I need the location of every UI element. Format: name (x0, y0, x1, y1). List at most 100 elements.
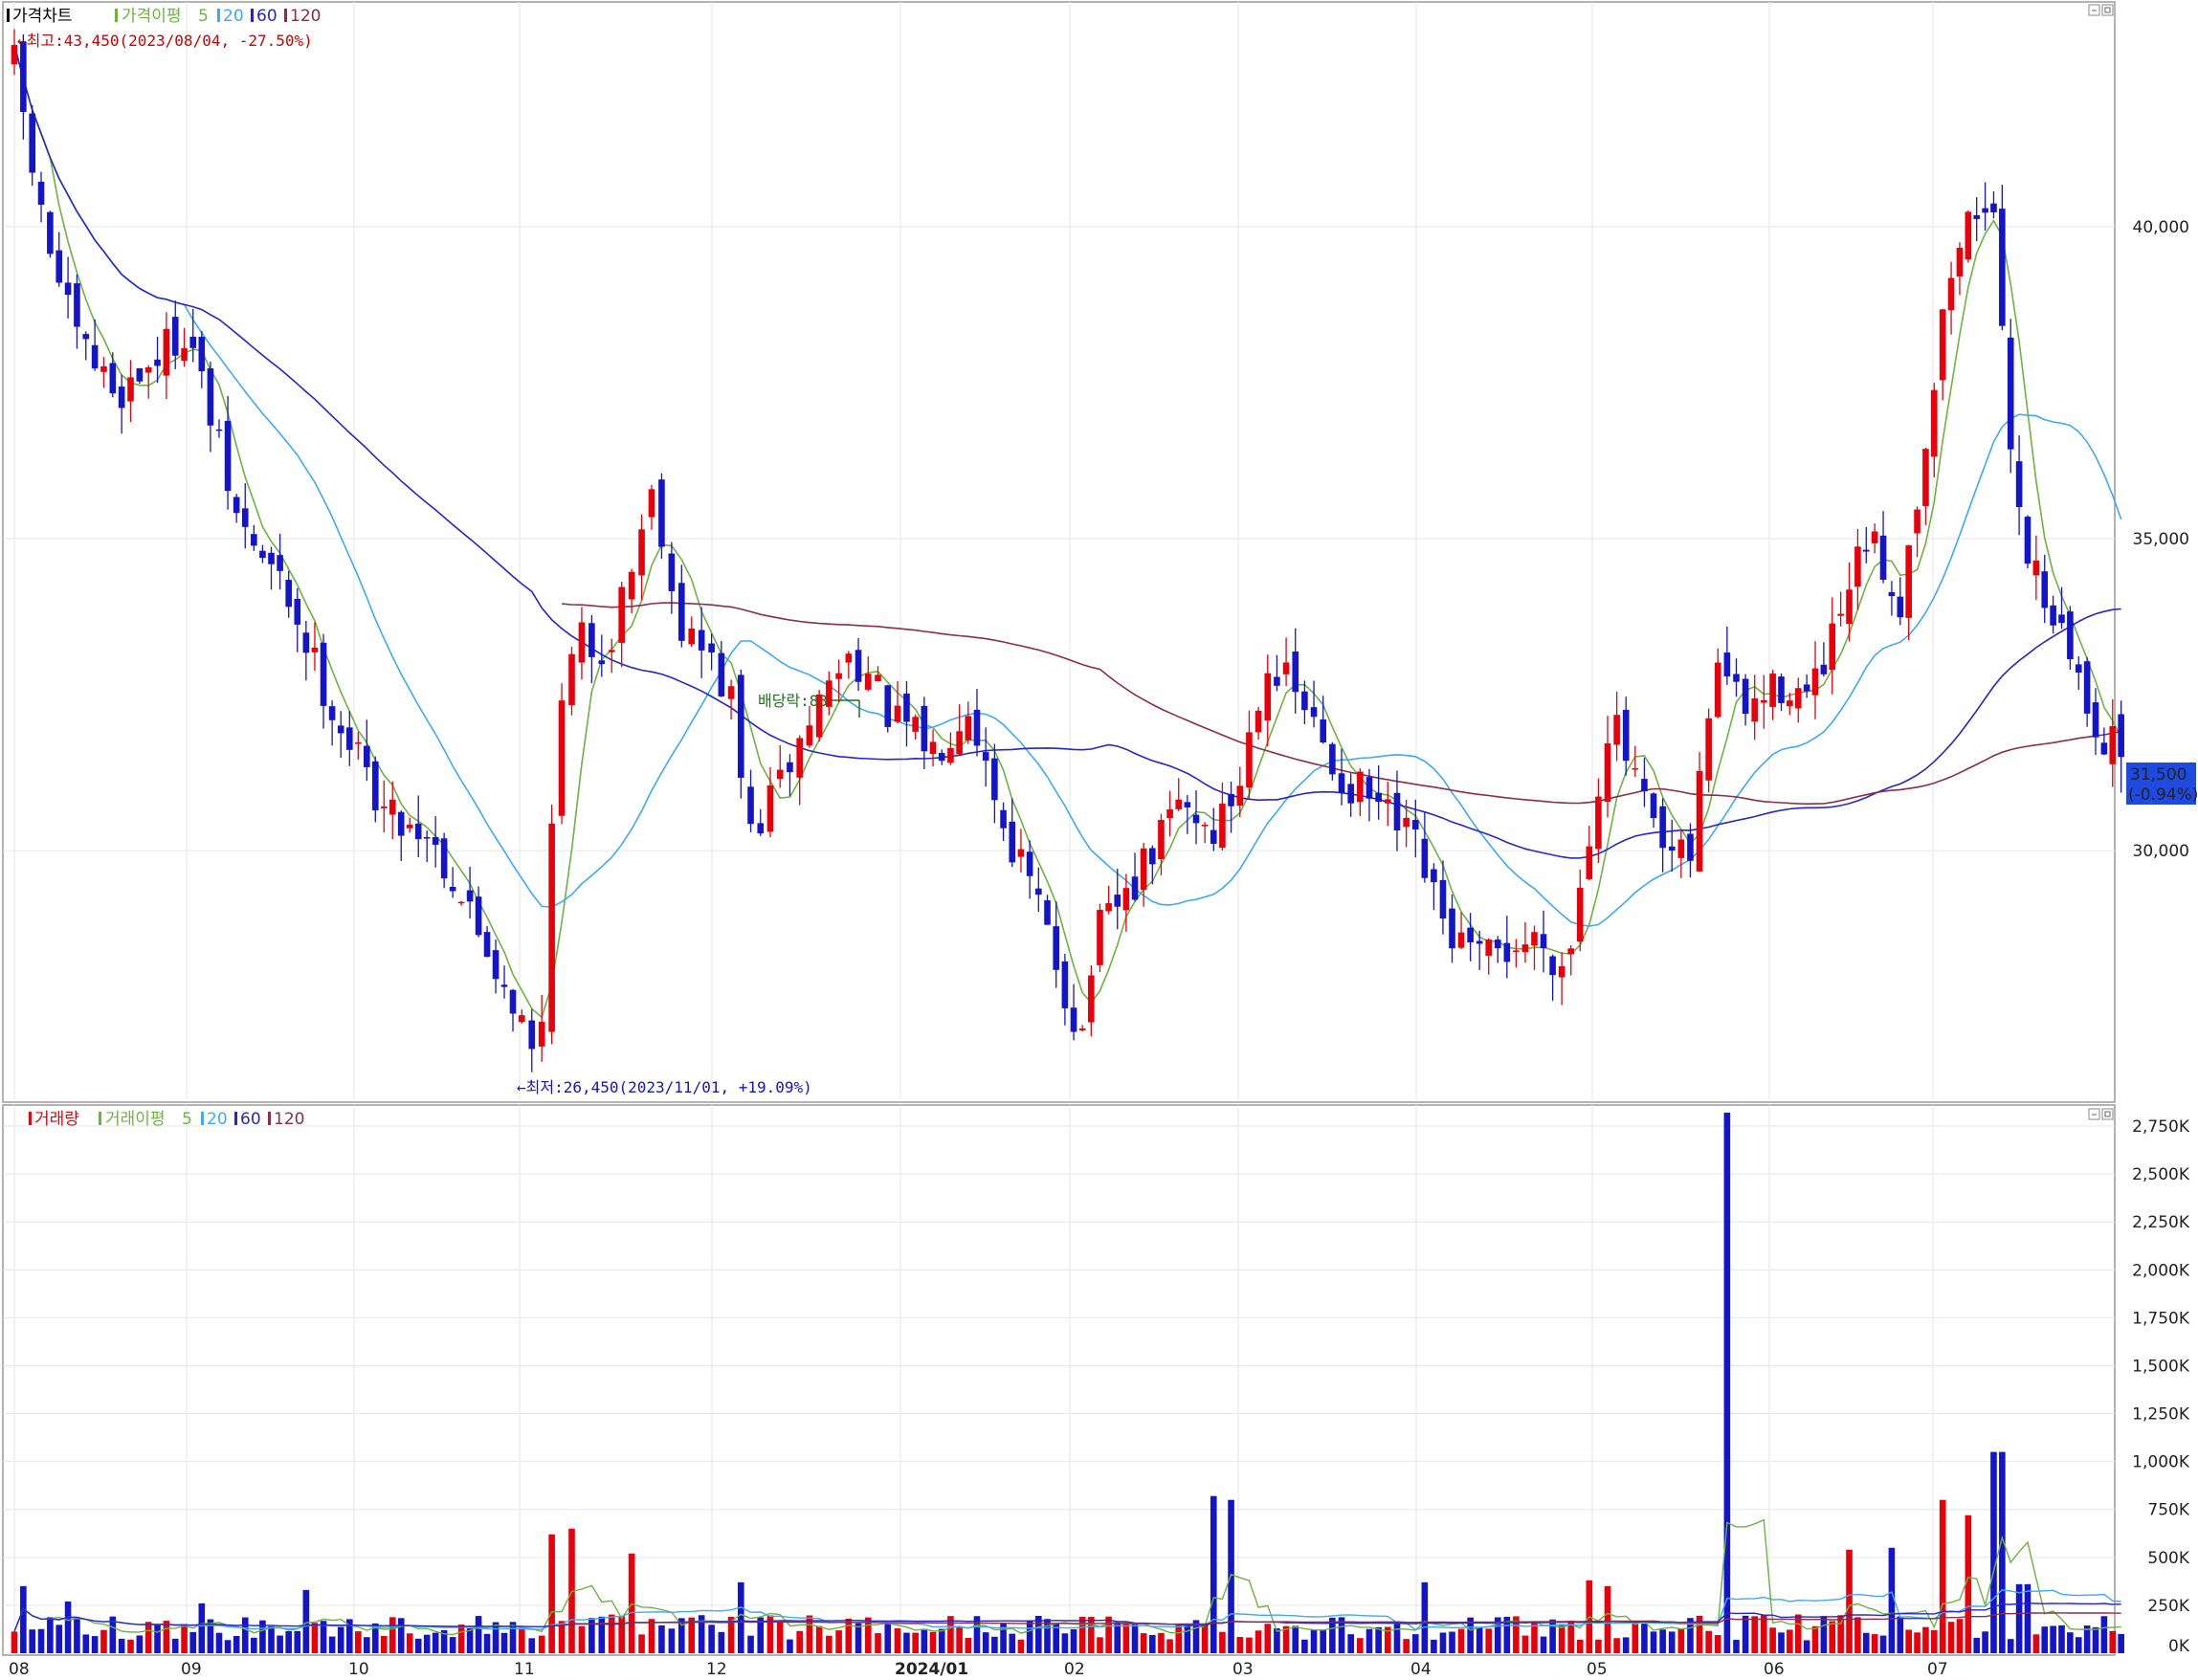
candle-body (364, 745, 370, 767)
volume-panel-maximize-button[interactable] (2101, 1108, 2114, 1120)
volume-bar (1846, 1549, 1853, 1653)
candle-body (1742, 678, 1749, 715)
volume-bar (311, 1623, 319, 1653)
price-legend-ma5[interactable]: 5 (198, 7, 209, 26)
candle-body (2007, 337, 2014, 450)
volume-bar (558, 1621, 566, 1653)
volume-bar (835, 1630, 842, 1653)
volume-legend-ma60[interactable]: 60 (240, 1110, 261, 1129)
low-price-annotation: ←최저:26,450(2023/11/01, +19.09%) (517, 1078, 812, 1096)
candle-body (1385, 799, 1391, 804)
candle-body (1347, 784, 1354, 804)
candle-body (449, 886, 456, 892)
candle-body (1393, 792, 1401, 831)
volume-legend-title[interactable]: 거래량 (34, 1110, 79, 1129)
volume-legend-avg-label[interactable]: 거래이평 (105, 1110, 166, 1129)
candle-body (380, 806, 388, 808)
volume-panel-frame (2, 1104, 2116, 1656)
candle-body (311, 647, 319, 652)
candle-body (1567, 948, 1575, 955)
candle-body (1973, 215, 1981, 219)
candle-body (1794, 688, 1802, 709)
volume-bar (500, 1632, 508, 1653)
volume-bar (224, 1640, 232, 1653)
candle-body (1586, 846, 1593, 879)
volume-bar (1854, 1617, 1861, 1653)
volume-bar (100, 1629, 107, 1653)
candle-body (538, 1022, 545, 1047)
volume-bar (1595, 1639, 1602, 1653)
volume-bar (294, 1630, 301, 1653)
candle-body (1687, 833, 1694, 861)
volume-bar (11, 1631, 18, 1653)
candle-body (1622, 709, 1630, 762)
candle-body (929, 741, 937, 754)
candle-body (56, 250, 63, 283)
candle-body (337, 725, 344, 734)
volume-bar (1641, 1624, 1648, 1653)
volume-bar (2075, 1637, 2082, 1653)
legend-swatch-volume (29, 1112, 32, 1125)
candle-body (921, 705, 928, 752)
price-panel-maximize-button[interactable] (2101, 4, 2114, 16)
volume-bar (1794, 1614, 1802, 1653)
volume-bar (1070, 1629, 1077, 1653)
volume-bar (757, 1617, 765, 1653)
volume-bar (938, 1628, 945, 1653)
candle-body (1149, 848, 1156, 865)
price-legend-ma20[interactable]: 20 (223, 7, 244, 26)
volume-bar (1897, 1616, 1904, 1653)
volume-bar (1357, 1638, 1364, 1653)
price-legend-avg-label[interactable]: 가격이평 (122, 7, 182, 26)
legend-swatch-vol-ma60 (234, 1112, 237, 1125)
volume-bar (1650, 1631, 1657, 1653)
volume-bar (1604, 1585, 1611, 1653)
volume-bar (1053, 1623, 1060, 1653)
volume-legend-ma5[interactable]: 5 (182, 1110, 192, 1129)
candle-body (251, 534, 257, 546)
price-legend-title[interactable]: 가격차트 (12, 7, 73, 26)
volume-bar (1558, 1624, 1565, 1653)
volume-legend-ma20[interactable]: 20 (207, 1110, 228, 1129)
candle-body (29, 113, 35, 173)
volume-bar (1044, 1619, 1051, 1653)
volume-bar (1078, 1616, 1086, 1653)
candle-body (608, 650, 615, 652)
candle-body (1965, 211, 1972, 260)
price-legend-ma120[interactable]: 120 (290, 7, 321, 26)
volume-bar (328, 1636, 336, 1653)
price-legend-ma60[interactable]: 60 (256, 7, 278, 26)
volume-bar (82, 1634, 90, 1653)
volume-bar (1210, 1495, 1217, 1653)
candle-body (466, 890, 474, 902)
volume-moving-averages (13, 1518, 2121, 1636)
candle-body (1485, 939, 1493, 956)
volume-bar (578, 1625, 586, 1653)
volume-bar (1175, 1623, 1183, 1653)
volume-bar (345, 1619, 353, 1653)
volume-bar (492, 1622, 500, 1653)
volume-legend-ma120[interactable]: 120 (274, 1110, 304, 1129)
candle-body (109, 363, 117, 394)
price-y-axis: 40,000 35,000 30,000 (2133, 218, 2189, 861)
volume-bar (259, 1620, 266, 1653)
candle-body (1131, 876, 1139, 900)
volume-bar (457, 1625, 465, 1653)
candle-body (100, 365, 107, 372)
volume-bar (1421, 1581, 1429, 1653)
candle-body (1114, 895, 1121, 907)
candle-body (956, 731, 963, 755)
candle-body (1439, 879, 1447, 919)
volume-bar (1403, 1639, 1410, 1653)
candle-body (698, 630, 705, 651)
volume-bar (1236, 1637, 1244, 1653)
candle-body (598, 660, 606, 665)
candle-body (1338, 773, 1345, 793)
candle-body (1982, 208, 1988, 213)
candle-body (345, 727, 353, 750)
candle-body (1677, 839, 1685, 858)
volume-bar (1467, 1617, 1474, 1653)
candle-body (320, 642, 327, 706)
candle-body (947, 747, 954, 763)
candle-body (1449, 908, 1455, 949)
